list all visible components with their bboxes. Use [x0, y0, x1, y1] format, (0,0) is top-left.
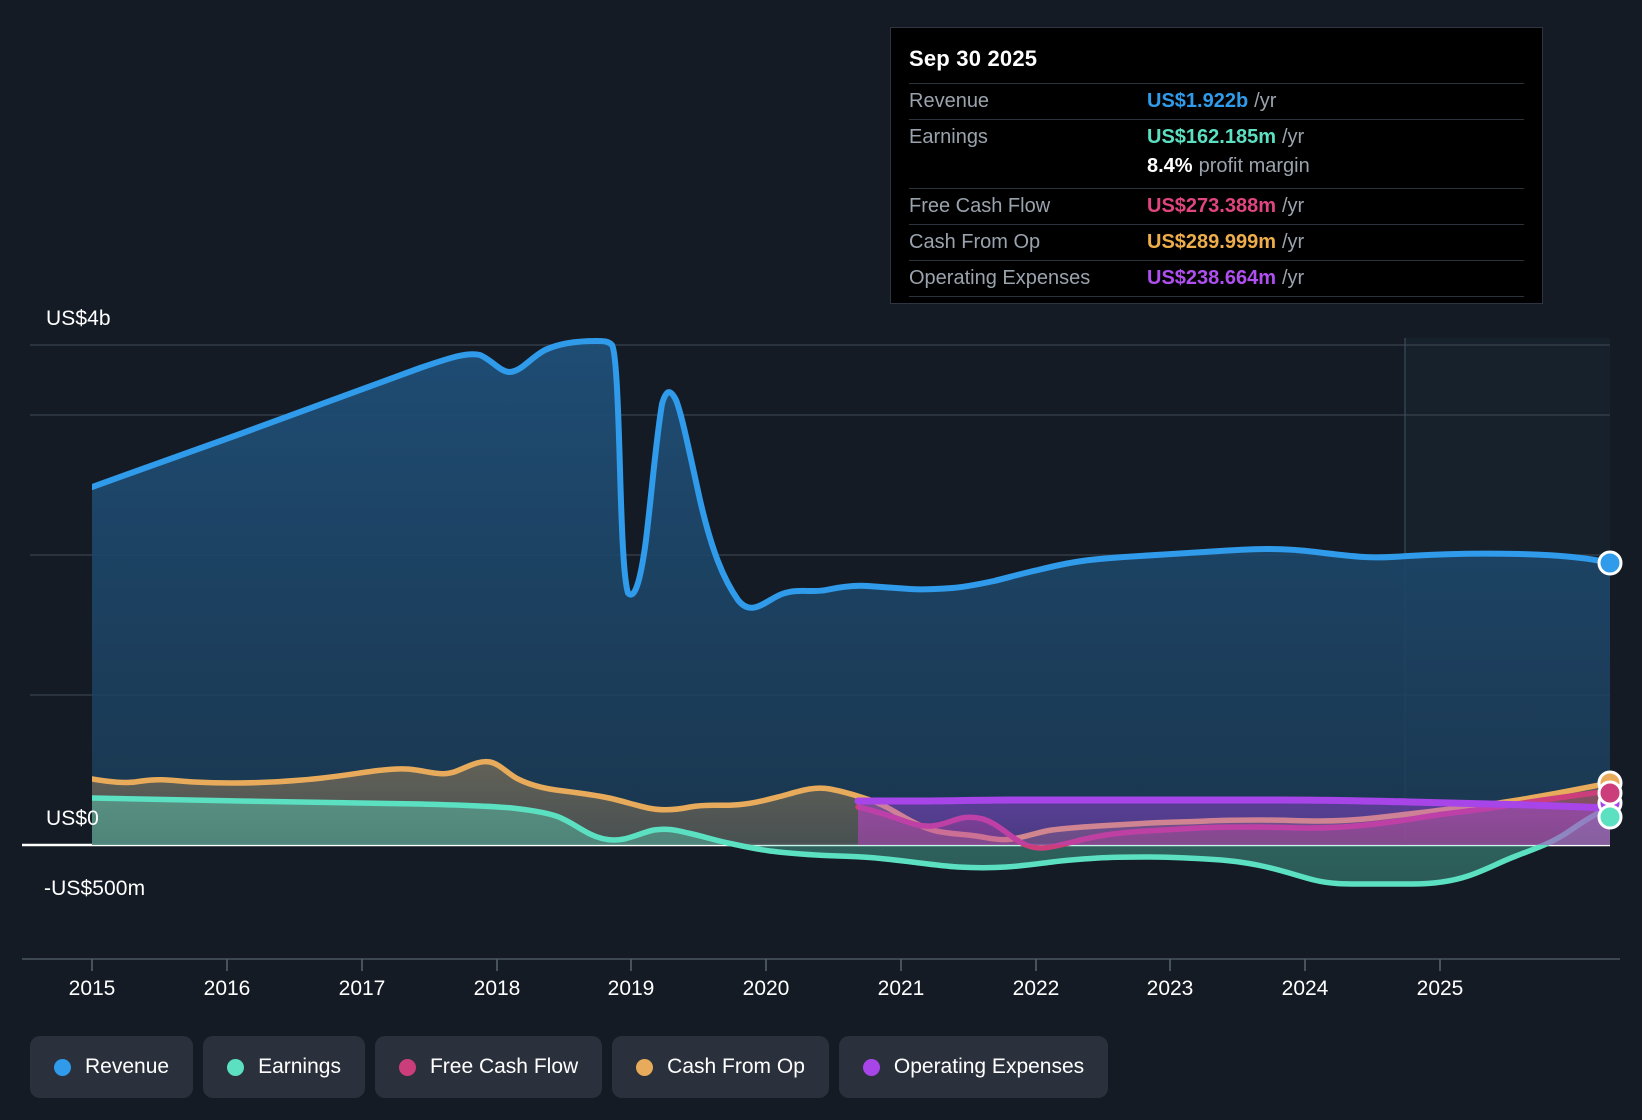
x-axis-tick-2015: 2015 — [68, 977, 116, 1000]
legend-label-operating-expenses: Operating Expenses — [893, 1055, 1085, 1078]
legend-label-earnings: Earnings — [258, 1055, 341, 1078]
series-line-operatingexpenses — [854, 796, 1610, 812]
tooltip-unit-profit-margin: profit margin — [1198, 155, 1310, 177]
endpoint-freecashflow — [1597, 780, 1623, 806]
tooltip-value-earnings: US$162.185m — [1147, 126, 1276, 148]
tooltip-date: Sep 30 2025 — [909, 46, 1038, 71]
series-area-earnings — [92, 798, 1610, 884]
y-axis-label-zero: US$0 — [46, 807, 99, 830]
legend-item-free-cash-flow[interactable]: Free Cash Flow — [374, 1036, 603, 1098]
legend-label-revenue: Revenue — [85, 1055, 170, 1078]
series-area-revenue — [92, 341, 1610, 845]
x-axis-tick-2016: 2016 — [203, 977, 251, 1000]
legend-dot-earnings-icon — [227, 1058, 245, 1076]
tooltip-unit-cash-from-op: /yr — [1281, 231, 1305, 253]
chart-legend: Revenue Earnings Free Cash Flow Cash Fro… — [30, 1036, 1109, 1098]
series-line-revenue — [92, 338, 1610, 611]
legend-item-cash-from-op[interactable]: Cash From Op — [612, 1036, 829, 1098]
tooltip-unit-operating-expenses: /yr — [1281, 267, 1305, 289]
series-area-operatingexpenses — [858, 800, 1610, 845]
tooltip-value-profit-margin: 8.4% — [1147, 155, 1193, 177]
legend-dot-free-cash-flow-icon — [398, 1058, 416, 1076]
tooltip-value-free-cash-flow: US$273.388m — [1147, 195, 1276, 217]
x-axis-tick-2017: 2017 — [338, 977, 386, 1000]
tooltip-unit-earnings: /yr — [1281, 126, 1305, 148]
y-axis-label-bottom: -US$500m — [44, 877, 146, 900]
legend-dot-operating-expenses-icon — [862, 1058, 880, 1076]
x-axis-tick-2021: 2021 — [877, 977, 925, 1000]
endpoint-revenue — [1597, 550, 1623, 576]
x-axis-tick-2023: 2023 — [1146, 977, 1194, 1000]
x-axis-tick-2018: 2018 — [473, 977, 521, 1000]
tooltip-unit-free-cash-flow: /yr — [1281, 195, 1305, 217]
tooltip-row-profit-margin: 8.4% profit margin — [909, 155, 1524, 188]
legend-label-cash-from-op: Cash From Op — [667, 1055, 805, 1078]
x-axis-tick-2020: 2020 — [742, 977, 790, 1000]
series-line-earnings — [92, 795, 1610, 887]
tooltip-row-operating-expenses: Operating Expenses US$238.664m /yr — [909, 260, 1524, 297]
x-axis-tick-2024: 2024 — [1281, 977, 1329, 1000]
tooltip-row-earnings: Earnings US$162.185m /yr — [909, 119, 1524, 155]
legend-dot-cash-from-op-icon — [636, 1058, 654, 1076]
legend-dot-revenue-icon — [54, 1058, 71, 1076]
tooltip-key-revenue: Revenue — [909, 90, 990, 112]
tooltip-value-operating-expenses: US$238.664m — [1147, 267, 1276, 289]
legend-item-operating-expenses[interactable]: Operating Expenses — [838, 1036, 1109, 1098]
tooltip-unit-revenue: /yr — [1254, 90, 1277, 112]
tooltip-row-cash-from-op: Cash From Op US$289.999m /yr — [909, 224, 1524, 260]
x-axis-tick-2025: 2025 — [1416, 977, 1464, 1000]
tooltip-row-free-cash-flow: Free Cash Flow US$273.388m /yr — [909, 188, 1524, 224]
x-axis-tick-2019: 2019 — [607, 977, 655, 1000]
tooltip-key-free-cash-flow: Free Cash Flow — [909, 195, 1051, 217]
legend-item-revenue[interactable]: Revenue — [30, 1036, 194, 1098]
x-axis-tick-2022: 2022 — [1012, 977, 1060, 1000]
legend-item-earnings[interactable]: Earnings — [203, 1036, 365, 1098]
tooltip-value-revenue: US$1.922b — [1147, 90, 1249, 112]
data-tooltip: Sep 30 2025 Revenue US$1.922b /yr Earnin… — [890, 27, 1543, 304]
endpoint-earnings — [1597, 804, 1623, 830]
legend-label-free-cash-flow: Free Cash Flow — [429, 1055, 579, 1078]
tooltip-key-operating-expenses: Operating Expenses — [909, 267, 1091, 289]
endpoint-markers — [1597, 550, 1623, 830]
tooltip-key-earnings: Earnings — [909, 126, 988, 148]
tooltip-key-cash-from-op: Cash From Op — [909, 231, 1041, 253]
tooltip-row-revenue: Revenue US$1.922b /yr — [909, 83, 1524, 119]
y-axis-label-top: US$4b — [46, 307, 111, 330]
x-axis — [22, 958, 1620, 971]
tooltip-value-cash-from-op: US$289.999m — [1147, 231, 1276, 253]
